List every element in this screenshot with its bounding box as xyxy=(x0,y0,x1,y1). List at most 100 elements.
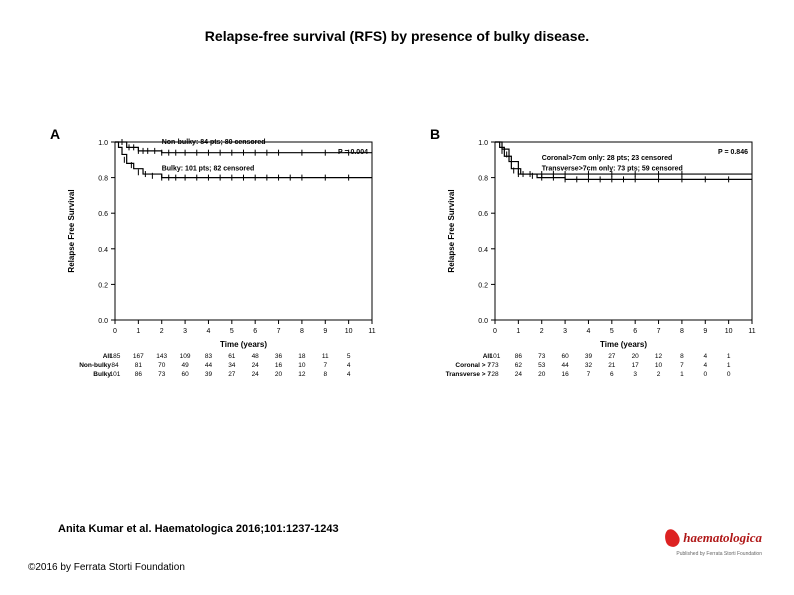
svg-text:53: 53 xyxy=(538,362,546,369)
svg-text:2: 2 xyxy=(657,371,661,378)
svg-text:101: 101 xyxy=(490,353,501,360)
svg-text:20: 20 xyxy=(538,371,546,378)
svg-text:0: 0 xyxy=(493,328,497,335)
svg-text:18: 18 xyxy=(298,353,306,360)
svg-text:7: 7 xyxy=(657,328,661,335)
svg-text:0.0: 0.0 xyxy=(98,318,108,325)
svg-text:Time (years): Time (years) xyxy=(600,340,647,349)
svg-text:3: 3 xyxy=(183,328,187,335)
svg-text:10: 10 xyxy=(725,328,733,335)
svg-text:0.2: 0.2 xyxy=(98,282,108,289)
svg-text:11: 11 xyxy=(748,328,755,335)
figure-title: Relapse-free survival (RFS) by presence … xyxy=(0,28,794,44)
svg-text:101: 101 xyxy=(110,371,121,378)
svg-text:5: 5 xyxy=(347,353,351,360)
svg-text:P = 0.846: P = 0.846 xyxy=(718,149,748,156)
svg-text:Coronal > 7: Coronal > 7 xyxy=(455,362,491,369)
svg-text:0: 0 xyxy=(113,328,117,335)
svg-text:167: 167 xyxy=(133,353,144,360)
svg-text:7: 7 xyxy=(277,328,281,335)
svg-text:7: 7 xyxy=(680,362,684,369)
svg-text:17: 17 xyxy=(632,362,640,369)
plot-a: 0.00.20.40.60.81.001234567891011Relapse … xyxy=(60,132,380,402)
svg-text:70: 70 xyxy=(158,362,166,369)
svg-text:27: 27 xyxy=(228,371,236,378)
svg-text:0.8: 0.8 xyxy=(478,176,488,183)
svg-text:3: 3 xyxy=(563,328,567,335)
svg-text:8: 8 xyxy=(300,328,304,335)
logo-subtitle: Published by Ferrata Storti Foundation xyxy=(676,551,762,557)
svg-text:73: 73 xyxy=(491,362,499,369)
svg-text:49: 49 xyxy=(181,362,189,369)
svg-text:4: 4 xyxy=(703,353,707,360)
svg-text:4: 4 xyxy=(703,362,707,369)
svg-text:61: 61 xyxy=(228,353,236,360)
svg-text:3: 3 xyxy=(633,371,637,378)
svg-text:1: 1 xyxy=(136,328,140,335)
svg-text:10: 10 xyxy=(655,362,663,369)
svg-text:44: 44 xyxy=(205,362,213,369)
svg-text:73: 73 xyxy=(158,371,166,378)
svg-text:Coronal>7cm only: 28 pts; 23 c: Coronal>7cm only: 28 pts; 23 censored xyxy=(542,155,673,162)
citation: Anita Kumar et al. Haematologica 2016;10… xyxy=(58,523,339,535)
svg-text:84: 84 xyxy=(111,362,119,369)
svg-text:20: 20 xyxy=(632,353,640,360)
svg-text:2: 2 xyxy=(160,328,164,335)
svg-text:21: 21 xyxy=(608,362,616,369)
panel-a: A 0.00.20.40.60.81.001234567891011Relaps… xyxy=(60,132,380,402)
svg-text:1: 1 xyxy=(727,353,731,360)
svg-text:0.6: 0.6 xyxy=(98,211,108,218)
svg-text:Time (years): Time (years) xyxy=(220,340,267,349)
svg-text:0.4: 0.4 xyxy=(478,247,488,254)
svg-text:24: 24 xyxy=(515,371,523,378)
svg-text:10: 10 xyxy=(298,362,306,369)
svg-text:7: 7 xyxy=(587,371,591,378)
panel-b: B 0.00.20.40.60.81.001234567891011Relaps… xyxy=(440,132,760,402)
svg-text:4: 4 xyxy=(347,362,351,369)
journal-logo: haematologica xyxy=(665,529,762,547)
svg-text:1.0: 1.0 xyxy=(98,140,108,147)
svg-text:8: 8 xyxy=(680,328,684,335)
svg-text:11: 11 xyxy=(368,328,375,335)
svg-text:32: 32 xyxy=(585,362,593,369)
svg-text:34: 34 xyxy=(228,362,236,369)
svg-text:Bulky: 101 pts; 82 censored: Bulky: 101 pts; 82 censored xyxy=(162,165,255,172)
svg-text:8: 8 xyxy=(323,371,327,378)
svg-text:39: 39 xyxy=(205,371,213,378)
svg-text:1: 1 xyxy=(516,328,520,335)
logo-drop-icon xyxy=(663,527,682,549)
svg-text:36: 36 xyxy=(275,353,283,360)
svg-text:4: 4 xyxy=(207,328,211,335)
svg-text:0.2: 0.2 xyxy=(478,282,488,289)
svg-text:60: 60 xyxy=(181,371,189,378)
svg-text:86: 86 xyxy=(515,353,523,360)
svg-text:7: 7 xyxy=(323,362,327,369)
panel-b-label: B xyxy=(430,126,440,142)
svg-text:6: 6 xyxy=(253,328,257,335)
svg-text:28: 28 xyxy=(491,371,499,378)
svg-text:Non-bulky: 84 pts; 80 censored: Non-bulky: 84 pts; 80 censored xyxy=(162,139,266,146)
svg-text:1: 1 xyxy=(727,362,731,369)
svg-text:143: 143 xyxy=(156,353,167,360)
svg-text:Relapse Free Survival: Relapse Free Survival xyxy=(447,189,456,272)
svg-text:5: 5 xyxy=(230,328,234,335)
svg-text:60: 60 xyxy=(561,353,569,360)
svg-text:0: 0 xyxy=(727,371,731,378)
svg-text:16: 16 xyxy=(275,362,283,369)
svg-text:48: 48 xyxy=(252,353,260,360)
svg-text:62: 62 xyxy=(515,362,523,369)
logo-text: haematologica xyxy=(683,530,762,546)
svg-text:20: 20 xyxy=(275,371,283,378)
panels-row: A 0.00.20.40.60.81.001234567891011Relaps… xyxy=(60,132,754,402)
svg-text:0.6: 0.6 xyxy=(478,211,488,218)
svg-text:185: 185 xyxy=(110,353,121,360)
svg-text:4: 4 xyxy=(587,328,591,335)
svg-text:Non-bulky: Non-bulky xyxy=(79,362,111,369)
svg-text:9: 9 xyxy=(703,328,707,335)
svg-text:12: 12 xyxy=(655,353,663,360)
svg-text:9: 9 xyxy=(323,328,327,335)
svg-text:16: 16 xyxy=(561,371,569,378)
svg-text:2: 2 xyxy=(540,328,544,335)
svg-text:1.0: 1.0 xyxy=(478,140,488,147)
svg-text:1: 1 xyxy=(680,371,684,378)
